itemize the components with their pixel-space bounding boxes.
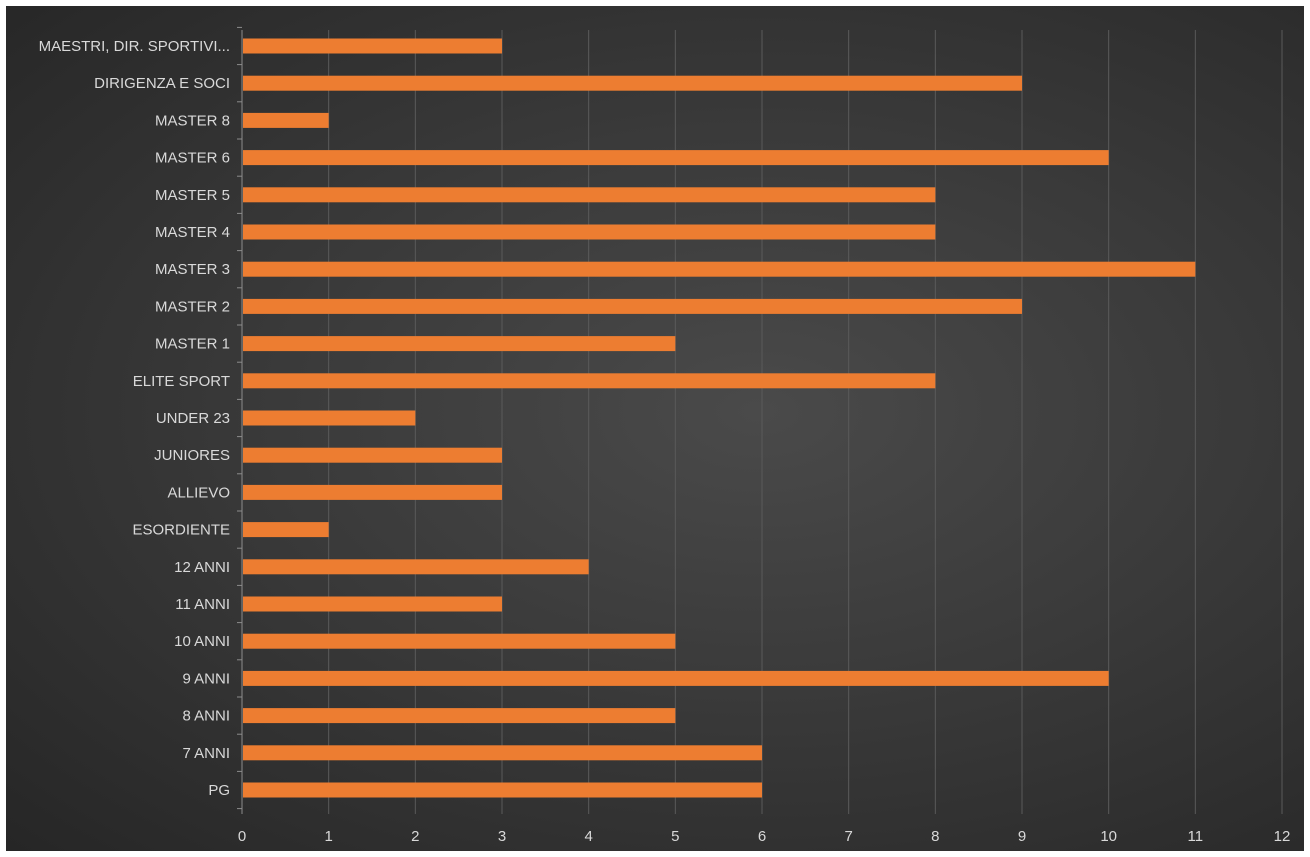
bar-chart: MAESTRI, DIR. SPORTIVI... DIRIGENZA E SOC…	[39, 26, 1291, 845]
category-label: 11 ANNI	[175, 596, 230, 613]
bar-master-6	[243, 150, 1109, 166]
category-label: DIRIGENZA E SOCI	[94, 75, 230, 92]
category-label: MASTER 4	[155, 224, 230, 241]
category-label: ELITE SPORT	[133, 373, 230, 390]
x-tick-label-0: 0	[238, 828, 246, 845]
bar-7-anni	[243, 745, 762, 761]
category-label: 12 ANNI	[174, 559, 230, 576]
chart-background: MAESTRI, DIR. SPORTIVI... DIRIGENZA E SOC…	[6, 6, 1304, 851]
bar-master-8	[243, 112, 329, 128]
bar-master-3	[243, 261, 1196, 277]
bar-10-anni	[243, 633, 676, 649]
x-tick-label-9: 9	[1018, 828, 1026, 845]
category-label: MASTER 3	[155, 261, 230, 278]
category-label: PG	[208, 782, 230, 799]
category-label: MASTER 8	[155, 112, 230, 129]
x-tick-label-10: 10	[1100, 828, 1117, 845]
x-tick-label-7: 7	[844, 828, 852, 845]
bar-master-1	[243, 336, 676, 352]
bar-esordiente	[243, 522, 329, 538]
bar-11-anni	[243, 596, 502, 612]
bars	[243, 38, 1196, 798]
bar-juniores	[243, 447, 502, 463]
bar-9-anni	[243, 670, 1109, 686]
x-tick-label-11: 11	[1188, 828, 1204, 845]
category-labels: MAESTRI, DIR. SPORTIVI... DIRIGENZA E SOC…	[39, 38, 230, 799]
x-tick-labels: 0 1 2 3 4 5 6 7 8 9 10 11 12	[238, 828, 1291, 845]
axes	[237, 26, 243, 814]
category-label: MASTER 2	[155, 298, 230, 315]
category-label: 7 ANNI	[182, 745, 230, 762]
category-label: MASTER 5	[155, 187, 230, 204]
bar-under-23	[243, 410, 416, 426]
category-label: MAESTRI, DIR. SPORTIVI...	[39, 38, 230, 55]
bar-dirigenza-e-soci	[243, 75, 1022, 91]
category-label: ESORDIENTE	[132, 522, 230, 539]
x-tick-label-12: 12	[1274, 828, 1291, 845]
gridlines	[328, 30, 1283, 814]
bar-8-anni	[243, 708, 676, 724]
bar-master-5	[243, 187, 936, 203]
bar-maestri-dir-sportivi	[243, 38, 502, 54]
category-label: 8 ANNI	[182, 708, 230, 725]
bar-12-anni	[243, 559, 589, 575]
x-tick-label-8: 8	[931, 828, 939, 845]
category-label: UNDER 23	[156, 410, 230, 427]
category-label: MASTER 6	[155, 150, 230, 167]
category-label: 9 ANNI	[182, 670, 230, 687]
x-tick-label-6: 6	[758, 828, 766, 845]
bar-allievo	[243, 484, 502, 500]
category-label: JUNIORES	[154, 447, 230, 464]
category-label: 10 ANNI	[174, 633, 230, 650]
bar-elite-sport	[243, 373, 936, 389]
category-label: ALLIEVO	[167, 484, 230, 501]
bar-pg	[243, 782, 762, 798]
category-label: MASTER 1	[155, 336, 230, 353]
x-tick-label-2: 2	[411, 828, 419, 845]
x-tick-label-5: 5	[671, 828, 679, 845]
bar-master-4	[243, 224, 936, 240]
x-tick-label-1: 1	[324, 828, 332, 845]
x-tick-label-3: 3	[498, 828, 506, 845]
x-tick-label-4: 4	[584, 828, 592, 845]
bar-master-2	[243, 298, 1022, 314]
